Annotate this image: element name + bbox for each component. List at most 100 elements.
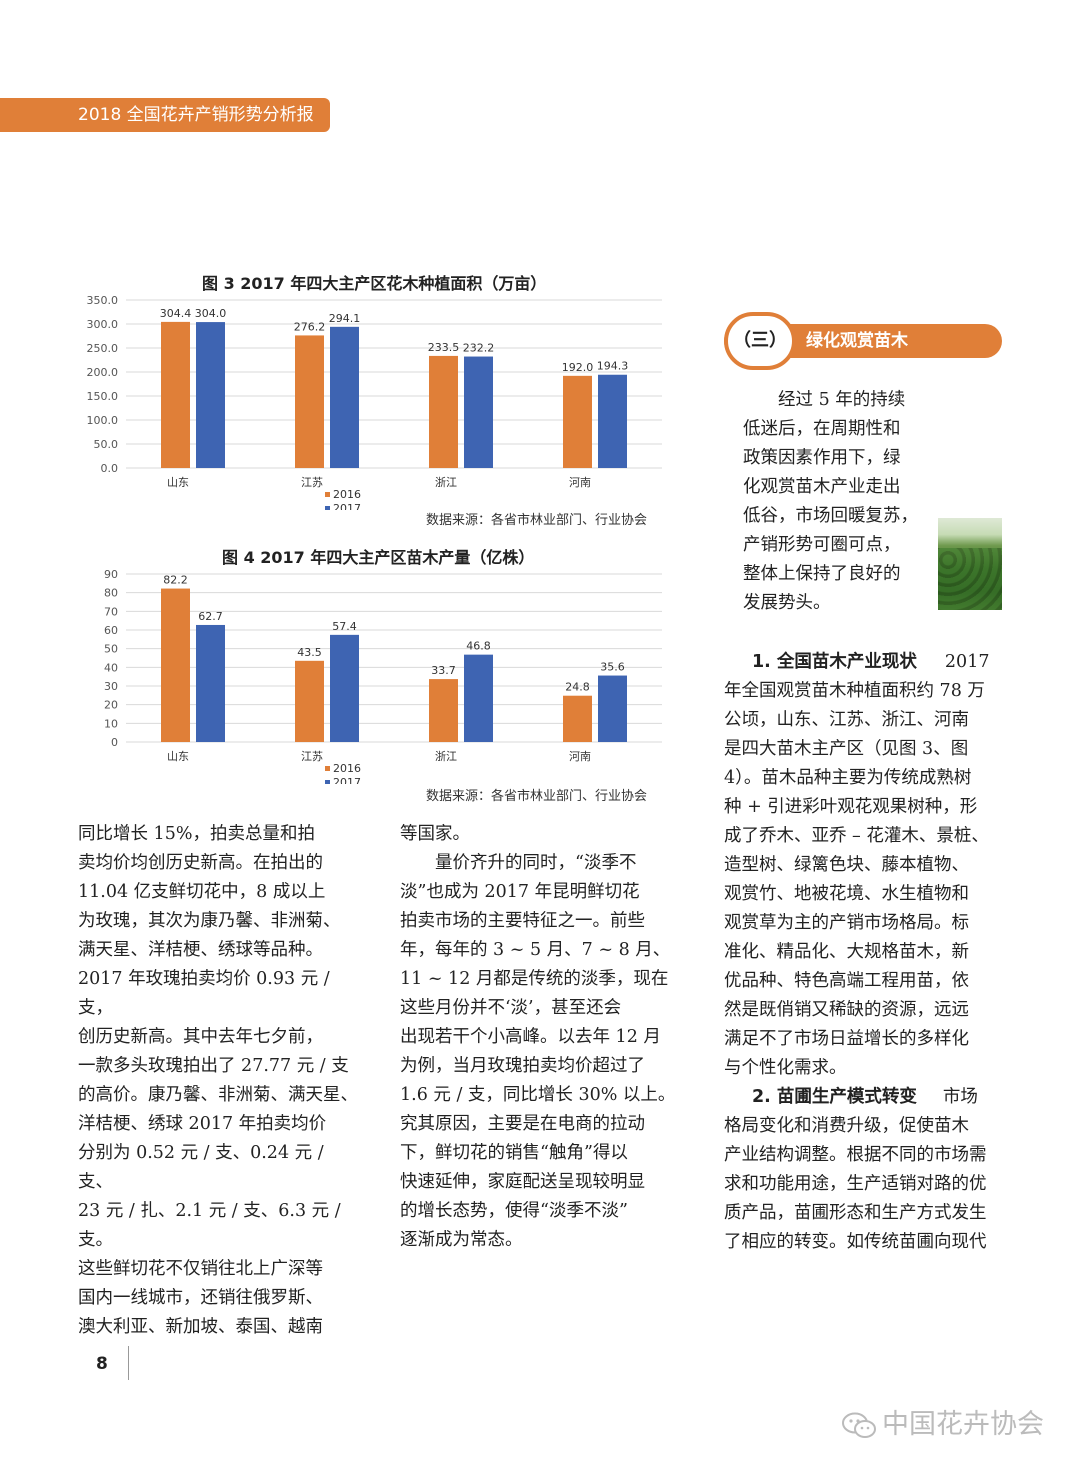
col1-line: 为玫瑰，其次为康乃馨、非洲菊、 — [78, 911, 341, 931]
col1-line: 11.04 亿支鲜切花中，8 成以上 — [78, 882, 326, 902]
col1-line: 创历史新高。其中去年七夕前， — [78, 1027, 323, 1047]
category-label: 山东 — [167, 750, 189, 763]
category-label: 浙江 — [435, 476, 457, 489]
p2-line: 格局变化和消费升级，促使苗木 — [724, 1116, 969, 1136]
y-tick-label: 0.0 — [101, 462, 119, 475]
bar-2016-河南 — [563, 695, 592, 742]
data-label: 24.8 — [565, 681, 590, 694]
legend-swatch — [325, 506, 330, 510]
col2-line: 拍卖市场的主要特征之一。前些 — [400, 911, 645, 931]
y-tick-label: 150.0 — [87, 390, 119, 403]
col1-line: 同比增长 15%，拍卖总量和拍 — [78, 824, 315, 844]
page-divider — [128, 1346, 129, 1380]
col1-line: 这些鲜切花不仅销往北上广深等 — [78, 1259, 323, 1279]
p1-line: 种 + 引进彩叶观花观果树种，形 — [724, 797, 978, 817]
report-header-band: 2018 全国花卉产销形势分析报告 — [0, 98, 330, 159]
data-label: 294.1 — [329, 312, 361, 325]
y-tick-label: 70 — [104, 605, 118, 618]
p2-line: 了相应的转变。如传统苗圃向现代 — [724, 1232, 987, 1252]
data-label: 62.7 — [198, 610, 223, 623]
col1-line: 洋桔梗、绣球 2017 年拍卖均价 — [78, 1114, 327, 1134]
col2-line: 的增长态势，使得“淡季不淡” — [400, 1201, 628, 1221]
intro-line: 产销形势可圈可点， — [743, 535, 901, 555]
heading-2: 2. 苗圃生产模式转变 — [752, 1087, 917, 1107]
p1-line: 准化、精品化、大规格苗木，新 — [724, 942, 969, 962]
heading-1: 1. 全国苗木产业现状 — [752, 652, 917, 672]
data-label: 57.4 — [332, 620, 357, 633]
col2-line: 年，每年的 3 ~ 5 月、7 ~ 8 月、 — [400, 940, 671, 960]
p1-line: 优品种、特色高端工程用苗，依 — [724, 971, 969, 991]
y-tick-label: 100.0 — [87, 414, 119, 427]
category-label: 河南 — [569, 476, 591, 489]
p1-line: 然是既俏销又稀缺的资源，远远 — [724, 1000, 969, 1020]
watermark-text: 中国花卉协会 — [882, 1409, 1044, 1440]
data-label: 35.6 — [600, 661, 625, 674]
p1-line: 满足不了市场日益增长的多样化 — [724, 1029, 969, 1049]
bar-2017-河南 — [598, 374, 627, 468]
legend-swatch — [325, 492, 330, 497]
bar-2016-江苏 — [295, 335, 324, 468]
col2-line: 为例，当月玫瑰拍卖均价超过了 — [400, 1056, 645, 1076]
section-title: 绿化观赏苗木 — [806, 331, 908, 351]
chart1-area-bar-chart: 0.0 50.0 100.0 150.0 200.0 250.0 300.0 350.0 304… — [87, 294, 662, 510]
p1-line: 观赏草为主的产销市场格局。标 — [724, 913, 969, 933]
report-header-title: 2018 全国花卉产销形势分析报告 — [78, 105, 314, 159]
data-label: 43.5 — [297, 646, 322, 659]
y-tick-label: 50 — [104, 643, 118, 656]
p1-line: 成了乔木、亚乔 – 花灌木、景桩、 — [724, 826, 989, 846]
p1-line: 4）。苗木品种主要为传统成熟树 — [724, 768, 972, 788]
col2-line: 逐渐成为常态。 — [400, 1230, 523, 1250]
y-tick-label: 30 — [104, 680, 118, 693]
bar-2017-浙江 — [464, 356, 493, 468]
bar-2017-江苏 — [330, 326, 359, 468]
intro-line: 政策因素作用下，绿 — [743, 448, 901, 468]
legend-label: 2016 — [333, 762, 361, 775]
nursery-photo — [938, 518, 1002, 610]
p1-first: 2017 — [944, 652, 990, 672]
category-label: 山东 — [167, 476, 189, 489]
col1-line: 2017 年玫瑰拍卖均价 0.93 元 / 支， — [78, 969, 330, 1018]
col2-line: 淡”也成为 2017 年昆明鲜切花 — [400, 882, 640, 902]
col2-line: 这些月份并不‘淡’，甚至还会 — [400, 998, 622, 1018]
intro-line: 经过 5 年的持续 — [778, 390, 906, 410]
intro-line: 低谷，市场回暖复苏， — [743, 506, 918, 526]
col1-line: 分别为 0.52 元 / 支、0.24 元 / 支、 — [78, 1143, 324, 1192]
col2-line: 下，鲜切花的销售“触角”得以 — [400, 1143, 628, 1163]
col1-line: 的高价。康乃馨、非洲菊、满天星、 — [78, 1085, 358, 1105]
bar-2017-河南 — [598, 675, 627, 742]
data-label: 276.2 — [294, 320, 326, 333]
legend-swatch — [325, 766, 330, 771]
col2-line: 快速延伸，家庭配送呈现较明显 — [400, 1172, 645, 1192]
wechat-icon — [842, 1412, 876, 1438]
y-tick-label: 90 — [104, 568, 118, 581]
col1-line: 卖均价均创历史新高。在拍出的 — [78, 853, 323, 873]
y-tick-label: 250.0 — [87, 342, 119, 355]
col2-line: 11 ~ 12 月都是传统的淡季，现在 — [400, 969, 669, 989]
p1-line: 年全国观赏苗木种植面积约 78 万 — [724, 681, 985, 701]
data-label: 232.2 — [463, 342, 495, 355]
bar-2017-浙江 — [464, 654, 493, 742]
y-tick-label: 60 — [104, 624, 118, 637]
intro-line: 化观赏苗木产业走出 — [743, 477, 901, 497]
section-number: （三） — [724, 312, 796, 370]
data-label: 33.7 — [431, 664, 456, 677]
p2-line: 求和功能用途，生产适销对路的优 — [724, 1174, 987, 1194]
y-tick-label: 40 — [104, 661, 118, 674]
legend-label: 2017 — [333, 776, 361, 784]
text-column-1: 同比增长 15%，拍卖总量和拍 卖均价均创历史新高。在拍出的 11.04 亿支鲜切花… — [78, 820, 364, 1342]
wechat-watermark: 中国花卉协会 — [842, 1402, 1044, 1441]
chart1-title: 图 3 2017 年四大主产区花木种植面积（万亩） — [202, 274, 547, 293]
p2-line: 质产品，苗圃形态和生产方式发生 — [724, 1203, 987, 1223]
intro-line: 整体上保持了良好的 — [743, 564, 901, 584]
legend-swatch — [325, 780, 330, 784]
col1-line: 国内一线城市，还销往俄罗斯、 — [78, 1288, 323, 1308]
data-label: 46.8 — [466, 640, 491, 653]
p2-first: 市场 — [942, 1087, 978, 1107]
text-column-2: 等国家。 量价齐升的同时，“淡季不 淡”也成为 2017 年昆明鲜切花 拍卖市场的主要… — [400, 820, 684, 1255]
p1-line: 公顷，山东、江苏、浙江、河南 — [724, 710, 969, 730]
chart2-source: 数据来源：各省市林业部门、行业协会 — [426, 789, 648, 804]
y-tick-label: 200.0 — [87, 366, 119, 379]
section-intro: 经过 5 年的持续 低迷后，在周期性和 政策因素作用下，绿 化观赏苗木产业走出 低谷，市… — [743, 386, 943, 618]
data-label: 233.5 — [428, 341, 460, 354]
bar-2016-浙江 — [429, 355, 458, 468]
